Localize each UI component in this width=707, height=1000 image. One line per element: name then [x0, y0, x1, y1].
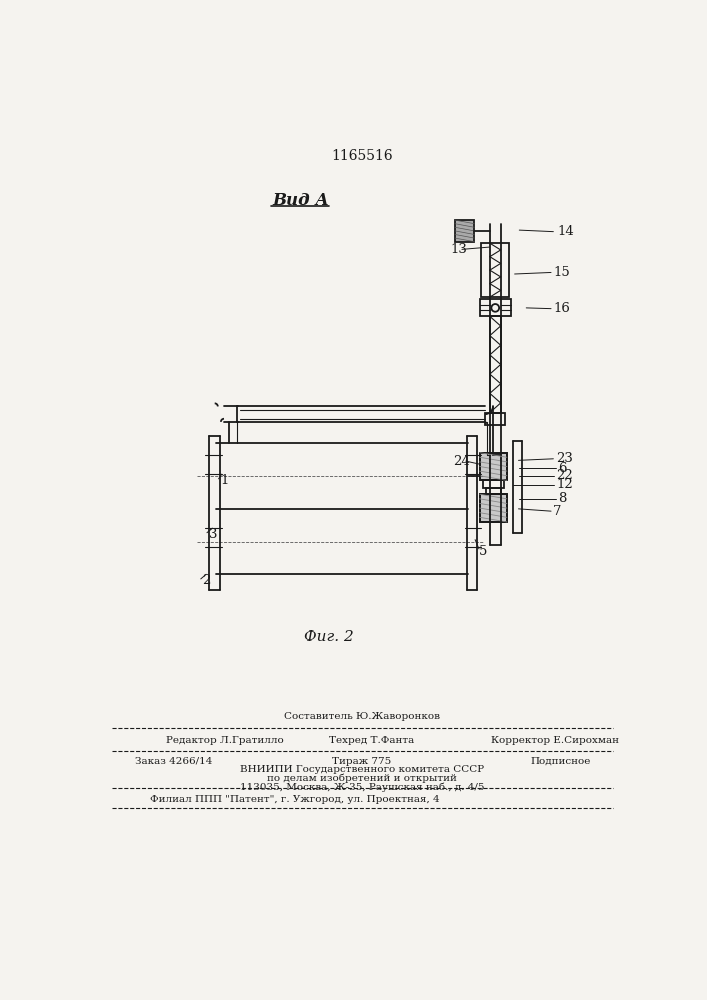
Text: Составитель Ю.Жаворонков: Составитель Ю.Жаворонков [284, 712, 440, 721]
Bar [480, 299, 510, 316]
Text: 3: 3 [209, 528, 217, 541]
Text: Тираж 775: Тираж 775 [332, 757, 392, 766]
Text: Вид А: Вид А [272, 192, 329, 209]
Bar [485, 413, 506, 425]
Text: 24: 24 [452, 455, 469, 468]
Text: 1165516: 1165516 [331, 149, 393, 163]
Text: 12: 12 [556, 478, 573, 491]
Bar [480, 494, 507, 522]
Bar [483, 480, 504, 488]
Text: 6: 6 [558, 462, 566, 475]
Text: 16: 16 [554, 302, 571, 315]
Text: Подписное: Подписное [530, 757, 590, 766]
Text: по делам изобретений и открытий: по делам изобретений и открытий [267, 774, 457, 783]
Bar [455, 220, 474, 242]
Text: 23: 23 [556, 452, 573, 465]
Text: 1: 1 [220, 474, 228, 487]
Bar [486, 488, 501, 494]
Bar [490, 316, 501, 413]
Text: 15: 15 [554, 266, 570, 279]
Text: Техред Т.Фанта: Техред Т.Фанта [329, 736, 414, 745]
Text: 22: 22 [556, 469, 573, 482]
Text: 14: 14 [557, 225, 574, 238]
Bar [481, 243, 509, 297]
Text: Фиг. 2: Фиг. 2 [304, 630, 354, 644]
Text: 5: 5 [479, 545, 487, 558]
Text: Редактор Л.Гратилло: Редактор Л.Гратилло [166, 736, 284, 745]
Text: 113035, Москва, Ж-35, Раушская наб., д. 4/5: 113035, Москва, Ж-35, Раушская наб., д. … [240, 782, 484, 792]
Text: Заказ 4266/14: Заказ 4266/14 [135, 757, 212, 766]
Text: 8: 8 [558, 492, 566, 505]
Text: 13: 13 [450, 243, 467, 256]
Text: 2: 2 [202, 574, 211, 587]
Text: Филиал ППП "Патент", г. Ужгород, ул. Проектная, 4: Филиал ППП "Патент", г. Ужгород, ул. Про… [151, 795, 440, 804]
Bar [480, 453, 507, 480]
Text: Корректор Е.Сирохман: Корректор Е.Сирохман [491, 736, 619, 745]
Bar [480, 453, 507, 480]
Bar [480, 494, 507, 522]
Text: 7: 7 [554, 505, 562, 518]
Text: ВНИИПИ Государственного комитета СССР: ВНИИПИ Государственного комитета СССР [240, 765, 484, 774]
